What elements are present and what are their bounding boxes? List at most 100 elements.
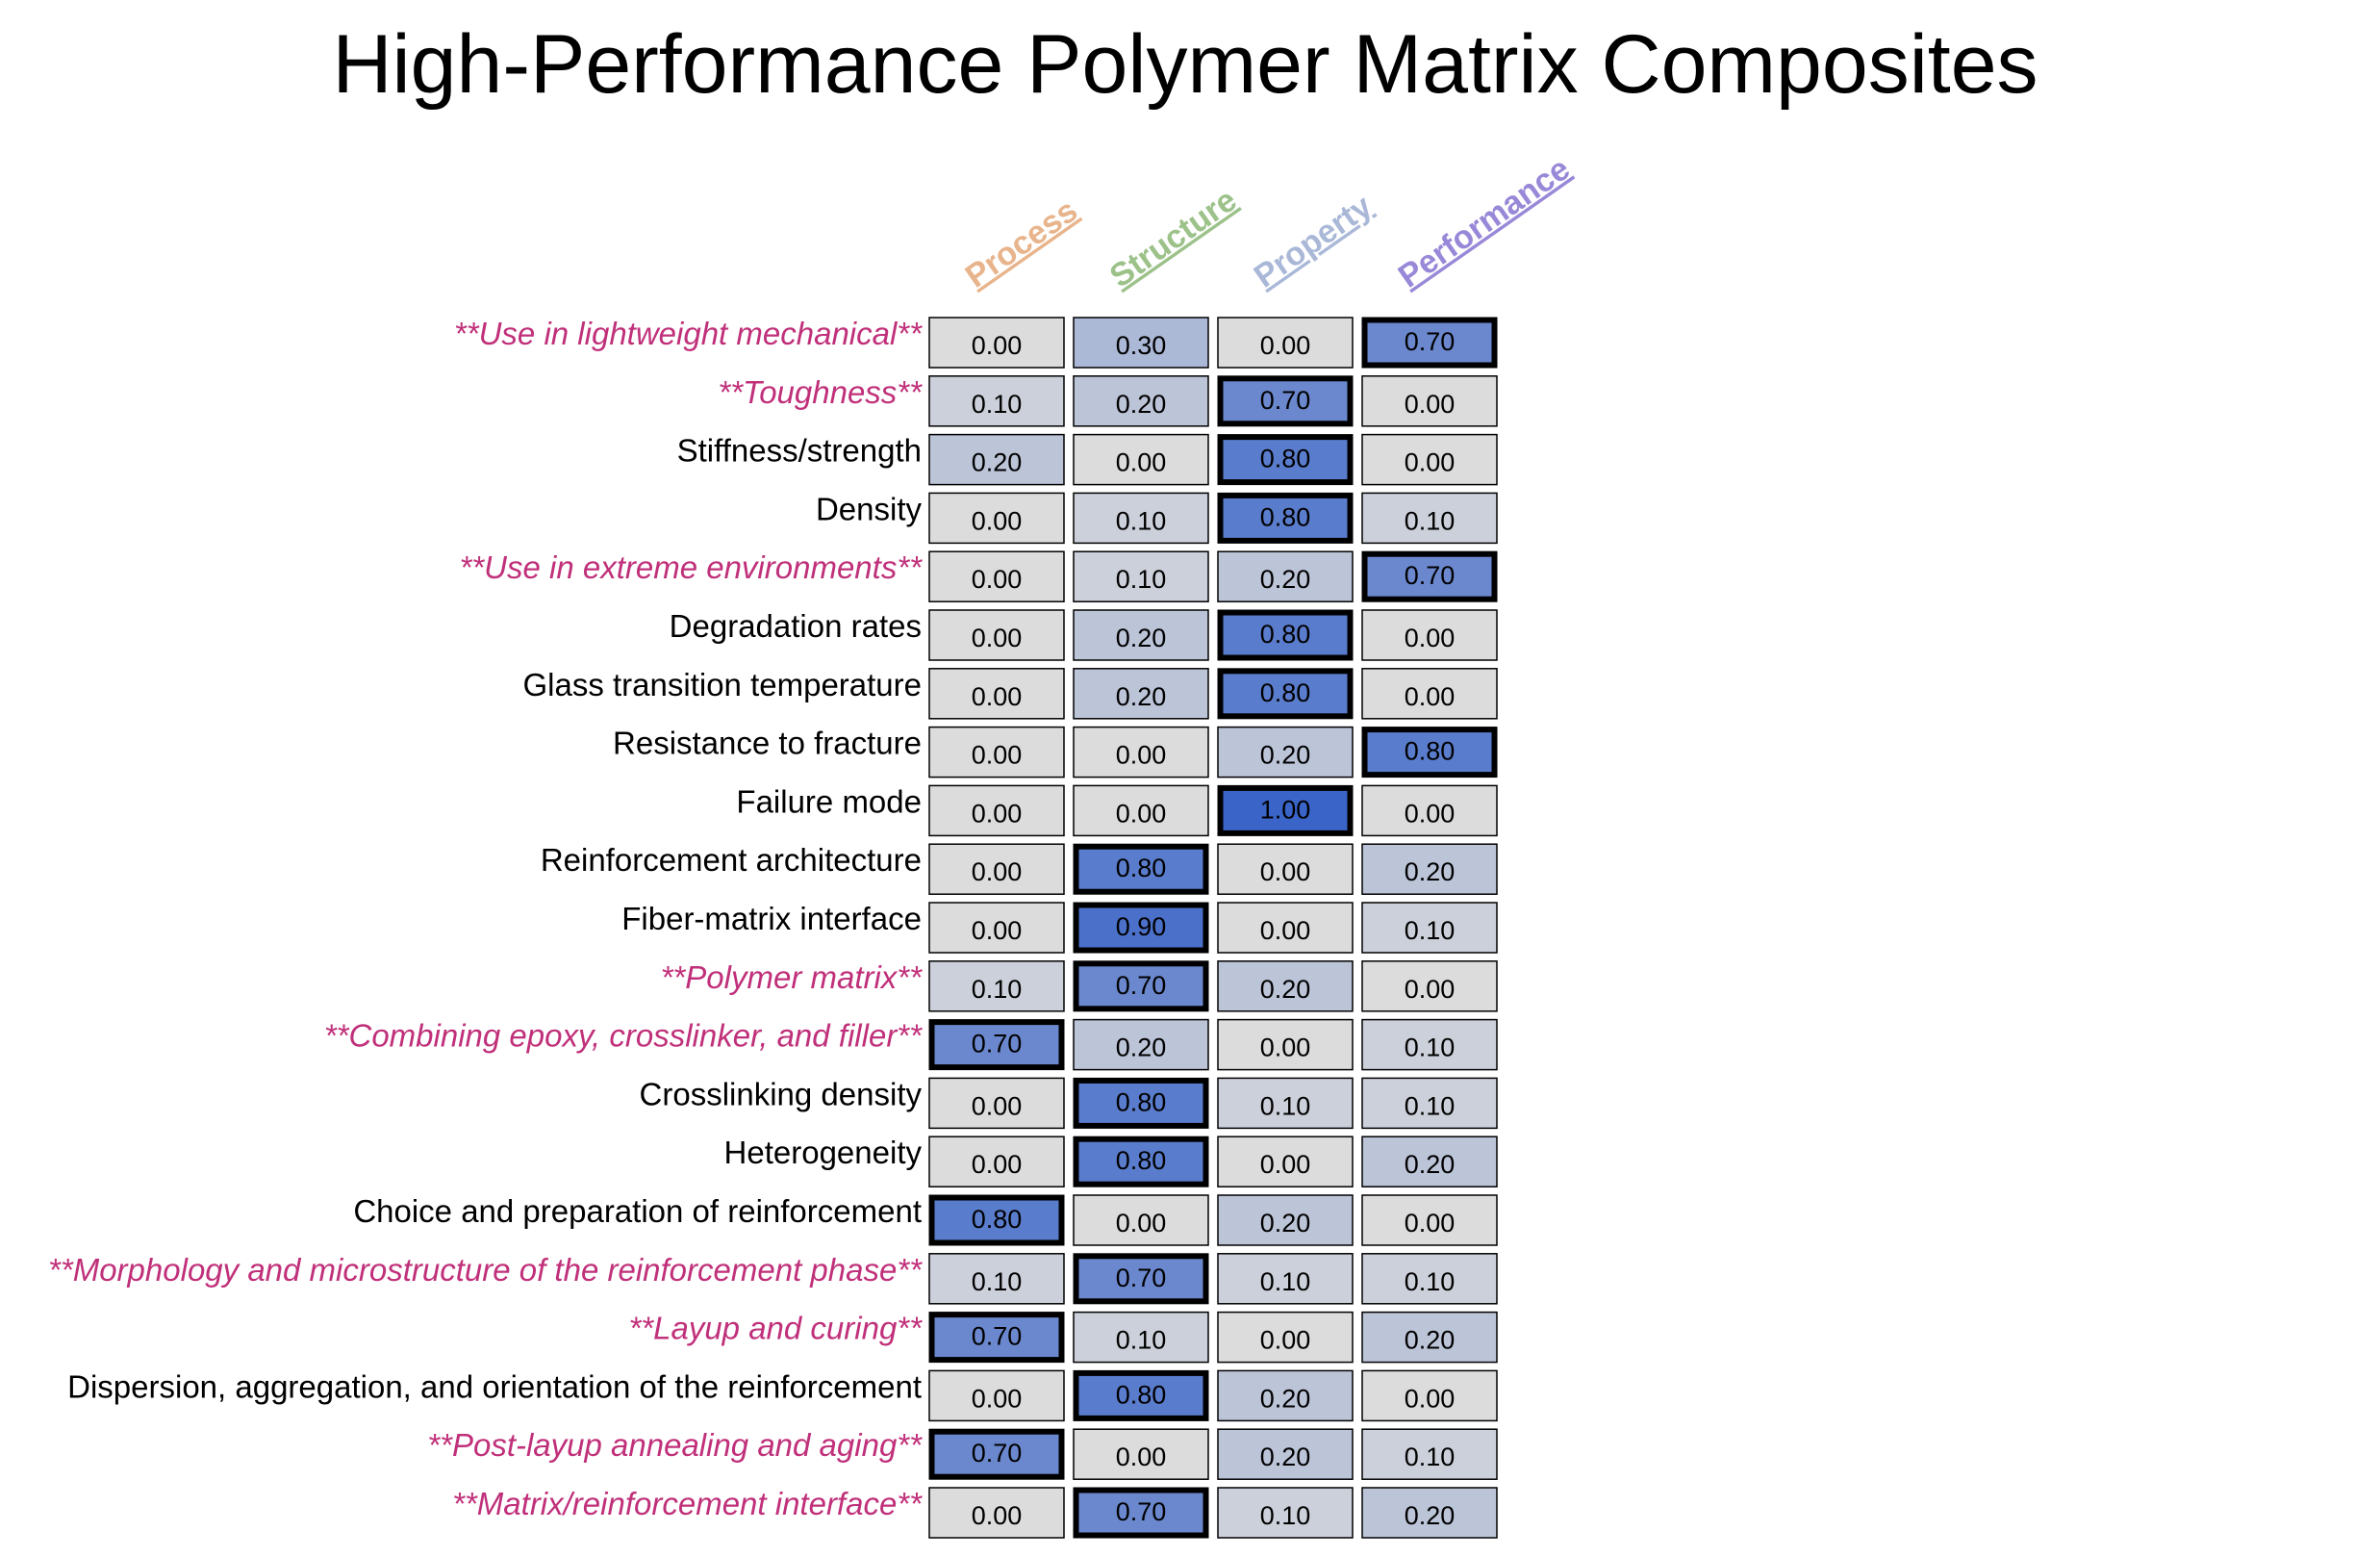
cell-value-label: 0.20 [1260,565,1311,594]
cell-value-label: 0.00 [1405,682,1456,711]
row-label: Crosslinking density [640,1076,923,1111]
cell-value-label: 0.80 [1260,502,1311,531]
heatmap-cell [928,1487,1065,1539]
row-label: **Layup and curing** [628,1311,923,1346]
heatmap-cell [1217,1018,1354,1071]
row-label: Glass transition temperature [522,667,922,702]
cell-value-label: 0.00 [1405,448,1456,477]
heatmap-cell [928,1194,1065,1246]
cell-value-label: 0.00 [972,741,1023,770]
heatmap-cell [1073,1487,1209,1539]
heatmap-cell [1361,960,1498,1012]
cell-value-label: 0.10 [972,975,1023,1004]
row-label: **Post-layup annealing and aging** [427,1427,923,1463]
cell-value-label: 0.20 [1260,975,1311,1004]
row-label: Dispersion, aggregation, and orientation… [67,1368,922,1404]
heatmap-cell [1073,1428,1209,1480]
cell-value-label: 0.00 [1405,799,1456,828]
heatmap-cell [1217,492,1354,544]
cell-value-label: 0.80 [1116,1087,1167,1116]
row-label: Resistance to fracture [613,726,922,761]
heatmap-cell [1073,433,1209,486]
cell-value-label: 0.00 [1260,331,1311,360]
cell-value-label: 0.90 [1116,912,1167,941]
cell-value-label: 0.10 [972,1267,1023,1296]
heatmap-cell [928,1428,1065,1480]
row-labels: **Use in lightweight mechanical** **Tough… [48,316,923,1521]
heatmap-cell [1217,1194,1354,1246]
cell-value-label: 0.80 [1116,854,1167,882]
cell-value-label: 0.20 [1116,682,1167,711]
cell-value-label: 0.00 [972,331,1023,360]
heatmap-cell [1361,375,1498,427]
heatmap-cell [1073,492,1209,545]
heatmap-cell [1217,1428,1354,1480]
heatmap-cell [1361,1369,1498,1422]
cell-value-label: 0.20 [1260,741,1311,770]
row-label: **Polymer matrix** [661,959,924,995]
heatmap-cell [928,784,1065,837]
cell-value-label: 0.00 [1260,916,1311,945]
heatmap-cell [1073,1136,1209,1187]
heatmap-cell [1073,550,1209,602]
heatmap-cell [928,375,1065,427]
row-label: **Morphology and microstructure of the r… [48,1252,923,1288]
heatmap-cell [928,433,1065,486]
cell-value-label: 0.10 [1116,506,1167,535]
cell-value-label: 0.00 [972,799,1023,828]
cell-value-label: 0.80 [1260,678,1311,707]
heatmap-cell [1073,1311,1209,1364]
heatmap-cell [1217,609,1354,661]
heatmap-cell [1073,960,1209,1012]
cell-value-label: 0.00 [972,506,1023,535]
cell-value-label: 0.00 [1116,448,1167,477]
row-label: Heterogeneity [724,1135,923,1170]
column-labels: Process Structure Property Performance [959,150,1577,294]
cell-value-label: 0.20 [1405,1150,1456,1179]
cell-value-label: 0.80 [1260,620,1311,649]
row-label: Stiffness/strength [677,433,922,469]
heatmap-cell [1217,726,1354,778]
cell-value-label: 0.10 [1116,565,1167,594]
heatmap-cell [1361,1194,1498,1246]
heatmap-cell [1073,1018,1209,1071]
cell-value-label: 0.00 [1116,799,1167,828]
heatmap-cell [1073,726,1209,778]
row-label: **Combining epoxy, crosslinker, and fill… [324,1018,923,1054]
row-label: Choice and preparation of reinforcement [353,1193,922,1229]
heatmap-cell [1217,1487,1354,1539]
heatmap-cell [1361,1428,1498,1480]
cell-value-label: 0.20 [972,448,1023,477]
heatmap-cell [928,1369,1065,1422]
heatmap-cell [928,609,1065,661]
heatmap-cell [1361,784,1498,837]
heatmap-cell [1073,843,1209,895]
cell-value-label: 0.00 [972,857,1023,886]
heatmap-cell [1361,433,1498,486]
cell-value-label: 0.00 [972,916,1023,945]
cell-value-label: 0.70 [1116,971,1167,1000]
cell-value-label: 0.20 [1116,390,1167,419]
cell-value-label: 0.80 [1116,1380,1167,1409]
heatmap-cell [1217,843,1354,895]
cell-value-label: 0.80 [972,1205,1023,1234]
cell-value-label: 0.00 [972,1150,1023,1179]
heatmap-cell [1073,1253,1209,1305]
heatmap-cell [928,726,1065,778]
heatmap-cell [1217,1136,1354,1187]
cell-value-label: 0.00 [1405,624,1456,652]
cell-value-label: 0.00 [1405,1209,1456,1238]
heatmap-cell [1361,550,1498,602]
heatmap-cell [1361,1311,1498,1364]
cell-value-label: 0.10 [1405,1267,1456,1296]
heatmap-cell [1217,1311,1354,1364]
cell-value-label: 0.00 [972,1091,1023,1120]
cell-value-label: 0.00 [1405,975,1456,1004]
cell-value-label: 0.00 [1116,1442,1167,1471]
row-label: Degradation rates [670,608,922,644]
heatmap-cell [928,668,1065,720]
heatmap-cell [1361,1136,1498,1187]
heatmap-cell [1073,1077,1209,1129]
cell-value-label: 0.00 [1260,1150,1311,1179]
row-label: **Toughness** [718,374,923,410]
